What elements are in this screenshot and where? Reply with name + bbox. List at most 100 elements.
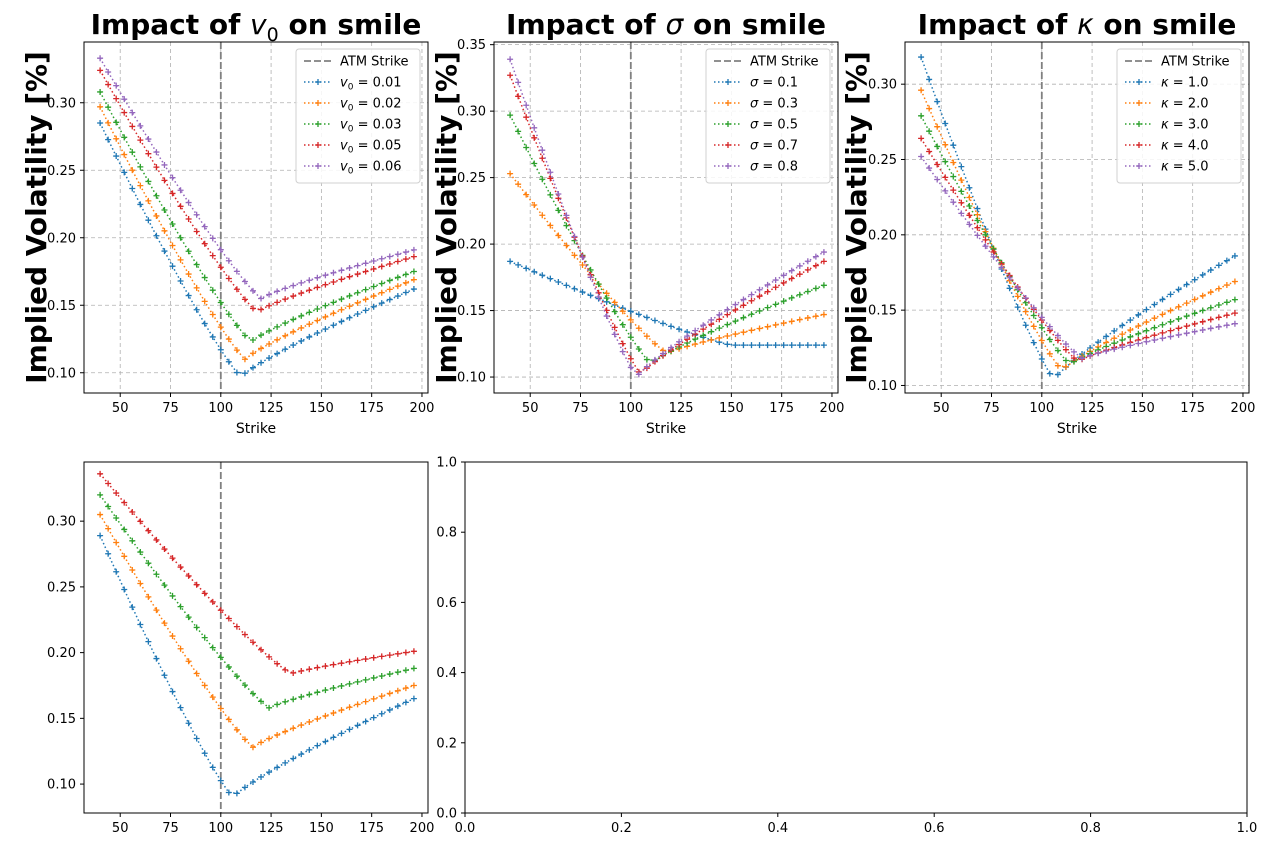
series-point (129, 185, 136, 192)
series-point (627, 308, 634, 315)
series-point (217, 654, 224, 661)
series-point (249, 305, 256, 312)
series-point (974, 217, 981, 224)
series-point (217, 607, 224, 614)
x-tick-label: 150 (1130, 401, 1155, 416)
series-point (274, 299, 281, 306)
series-point (314, 689, 321, 696)
x-tick-label: 75 (983, 401, 1000, 416)
series-point (1151, 324, 1158, 331)
series-point (105, 480, 112, 487)
series-point (338, 296, 345, 303)
series-point (804, 342, 811, 349)
legend-subscript: 0 (348, 146, 354, 156)
series-point (145, 593, 152, 600)
series-point (185, 271, 192, 278)
series-point (515, 93, 522, 100)
series-point (153, 212, 160, 219)
x-tick-label: 0.0 (455, 821, 476, 836)
series-point (129, 537, 136, 544)
series-point (394, 251, 401, 258)
series-point (643, 333, 650, 340)
series-point (700, 339, 707, 346)
series-point (298, 337, 305, 344)
series-point (523, 102, 530, 109)
series-point (177, 256, 184, 263)
series-point (233, 623, 240, 630)
series-point (225, 789, 232, 796)
chart-3: 50 75 100 125 150 175 200 0.10 0.15 0.20 0.25 0.30 S… (840, 8, 1255, 437)
series-point (402, 685, 409, 692)
series-point (515, 128, 522, 135)
series-point (362, 268, 369, 275)
x-tick-label: 150 (719, 401, 744, 416)
series-point (274, 731, 281, 738)
series-point (1231, 252, 1238, 259)
x-tick-label: 75 (162, 821, 179, 836)
series-point (1191, 328, 1198, 335)
legend-marker (1136, 79, 1142, 85)
series-point (153, 536, 160, 543)
series-point (193, 211, 200, 218)
series-point (161, 672, 168, 679)
series-line-2 (509, 173, 825, 353)
series-point (942, 174, 949, 181)
series-point (523, 191, 530, 198)
series-point (555, 232, 562, 239)
series-point (1167, 291, 1174, 298)
series-point (330, 299, 337, 306)
series-point (177, 704, 184, 711)
series-point (298, 290, 305, 297)
x-tick-label: 125 (259, 821, 284, 836)
series-point (1175, 286, 1182, 293)
x-tick-label: 175 (359, 401, 384, 416)
series-point (1223, 322, 1230, 329)
series-point (1119, 322, 1126, 329)
series-point (934, 98, 941, 105)
series-point (153, 607, 160, 614)
legend-symbol: κ (1161, 118, 1169, 133)
series-point (788, 275, 795, 282)
series-point (306, 277, 313, 284)
series-point (169, 263, 176, 270)
series-point (740, 314, 747, 321)
series-point (314, 329, 321, 336)
series-point (700, 332, 707, 339)
series-point (812, 262, 819, 269)
series-point (547, 175, 554, 182)
series-line-4 (99, 473, 415, 674)
legend-value: = 0.03 (353, 118, 401, 133)
series-point (659, 350, 666, 357)
series-point (716, 325, 723, 332)
series-point (1062, 341, 1069, 348)
series-point (249, 778, 256, 785)
series-point (354, 271, 361, 278)
series-point (974, 205, 981, 212)
series-point (394, 703, 401, 710)
x-tick-label: 125 (669, 401, 694, 416)
series-point (756, 342, 763, 349)
series-point (796, 262, 803, 269)
series-point (370, 695, 377, 702)
series-point (587, 292, 594, 299)
series-point (651, 317, 658, 324)
legend-symbol: σ (750, 118, 759, 133)
series-point (346, 314, 353, 321)
series-point (587, 274, 594, 281)
legend-label: κ = 2.0 (1161, 97, 1209, 112)
series-point (354, 262, 361, 269)
series-point (386, 277, 393, 284)
legend-symbol: σ (750, 160, 759, 175)
legend-value: = 5.0 (1169, 160, 1209, 175)
series-line-1 (920, 56, 1236, 376)
series-point (177, 645, 184, 652)
series-point (402, 667, 409, 674)
title-prefix: Impact of (91, 8, 250, 41)
series-point (780, 279, 787, 286)
series-group (507, 56, 827, 378)
series-point (926, 128, 933, 135)
series-point (217, 246, 224, 253)
y-tick-label: 0.25 (868, 153, 897, 168)
series-point (121, 526, 128, 533)
series-point (201, 590, 208, 597)
